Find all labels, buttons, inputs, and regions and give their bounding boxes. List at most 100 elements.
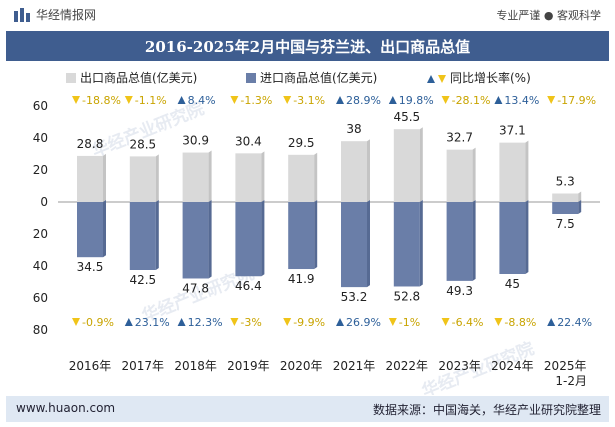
export-value-label: 5.3: [556, 175, 575, 189]
x-tick-label: 2024年: [491, 359, 534, 373]
export_growth-up-icon: [336, 96, 344, 104]
brand-name: 华经情报网: [36, 8, 97, 22]
import-value-label: 42.5: [129, 273, 156, 287]
import-bar-side: [314, 200, 318, 270]
export-bar-side: [314, 152, 318, 202]
import-bar: [446, 202, 473, 281]
import-value-label: 47.8: [182, 281, 209, 295]
export_growth-down-icon: [230, 96, 239, 104]
import-bar-side: [367, 200, 370, 288]
import-bar-side: [578, 200, 582, 214]
import-value-label: 34.5: [77, 260, 104, 274]
export-bar-side: [472, 147, 476, 202]
import_growth-down-icon: [72, 318, 80, 326]
import-bar: [129, 202, 156, 270]
x-tick-label: 2019年: [227, 359, 270, 373]
export-bar: [129, 156, 156, 202]
y-tick-label: 80: [33, 323, 48, 337]
export-bar-side: [261, 151, 265, 202]
brand: 华经情报网: [14, 6, 96, 23]
legend-swatch-export: [66, 73, 76, 83]
export_growth-label: -3.1%: [293, 94, 325, 107]
export_growth-down-icon: [124, 96, 133, 104]
export-bar-side: [525, 140, 529, 202]
import-value-label: 49.3: [446, 284, 473, 298]
x-tick-label: 2020年: [280, 359, 323, 373]
import_growth-label: -6.4%: [452, 316, 484, 329]
import_growth-down-icon: [230, 318, 239, 326]
legend: 出口商品总值(亿美元) 进口商品总值(亿美元) 同比增长率(%): [66, 70, 531, 85]
export_growth-label: -1.1%: [135, 94, 167, 107]
export_growth-up-icon: [177, 96, 186, 104]
export-bar-side: [155, 154, 159, 202]
export-bar-side: [578, 191, 582, 202]
y-tick-label: 40: [33, 131, 48, 145]
import_growth-label: -8.8%: [504, 316, 536, 329]
export-bar: [288, 154, 315, 202]
import-value-label: 53.2: [341, 290, 368, 304]
import-value-label: 7.5: [556, 217, 575, 231]
export_growth-label: -28.1%: [452, 94, 491, 107]
legend-up-triangle: [427, 75, 435, 83]
export_growth-label: -17.9%: [557, 94, 596, 107]
import-bar-side: [261, 200, 265, 277]
import-bar-side: [103, 200, 106, 258]
import-bar: [182, 202, 209, 279]
y-tick-label: 20: [33, 163, 48, 177]
export_growth-label: 28.9%: [346, 94, 381, 107]
import-bar: [552, 202, 579, 214]
legend-label-growth: 同比增长率(%): [450, 70, 531, 85]
export_growth-label: -1.3%: [240, 94, 272, 107]
import_growth-label: 12.3%: [188, 316, 223, 329]
export-bar: [446, 149, 473, 202]
import_growth-label: -9.9%: [293, 316, 325, 329]
export-bar-side: [103, 153, 106, 202]
export-bar: [552, 193, 579, 202]
import-bar: [288, 202, 315, 270]
import-bar-side: [419, 200, 423, 287]
x-tick-label: 2017年: [122, 359, 165, 373]
export-value-label: 45.5: [393, 110, 420, 124]
import_growth-down-icon: [283, 318, 292, 326]
import-bar-side: [155, 200, 159, 270]
export-bar: [77, 155, 103, 202]
import-bar: [341, 202, 367, 288]
export-value-label: 30.9: [182, 134, 209, 148]
top-bar: 华经情报网 专业严谨 ● 客观科学: [0, 0, 615, 28]
export-value-label: 28.8: [77, 137, 104, 151]
export_growth-down-icon: [72, 96, 80, 104]
import_growth-up-icon: [547, 318, 556, 326]
y-tick-label: 20: [33, 227, 48, 241]
x-tick-label: 2022年: [386, 359, 429, 373]
import-bar-side: [525, 200, 529, 274]
footer-source: 数据来源：中国海关，华经产业研究院整理: [372, 403, 601, 417]
export-bar: [182, 152, 209, 202]
import-bar: [393, 202, 420, 287]
import-bar-side: [472, 200, 476, 281]
export-bar-side: [419, 127, 423, 202]
x-tick-label: 2025年 1-2月: [544, 359, 587, 388]
export_growth-label: 19.8%: [399, 94, 434, 107]
import-value-label: 45: [505, 277, 520, 291]
x-tick-label: 2023年: [438, 359, 481, 373]
legend-label-export: 出口商品总值(亿美元): [80, 70, 197, 85]
y-tick-label: 40: [33, 259, 48, 273]
import_growth-down-icon: [494, 318, 503, 326]
import_growth-label: -3%: [240, 316, 261, 329]
brand-slogan: 专业严谨 ● 客观科学: [496, 9, 601, 22]
import-value-label: 41.9: [288, 272, 315, 286]
import-bar-side: [208, 200, 212, 279]
export_growth-up-icon: [388, 96, 397, 104]
logo-icon: [14, 7, 30, 22]
export_growth-label: 8.4%: [188, 94, 216, 107]
export_growth-label: -18.8%: [82, 94, 121, 107]
import-value-label: 46.4: [235, 279, 262, 293]
footer-url[interactable]: www.huaon.com: [16, 401, 116, 415]
x-tick-label: 2016年: [69, 359, 112, 373]
export-value-label: 29.5: [288, 136, 315, 150]
legend-down-triangle: [438, 75, 446, 83]
import-bar: [77, 202, 103, 258]
export-bar-side: [367, 139, 370, 202]
x-tick-label: 2018年: [174, 359, 217, 373]
export-value-label: 32.7: [446, 131, 473, 145]
